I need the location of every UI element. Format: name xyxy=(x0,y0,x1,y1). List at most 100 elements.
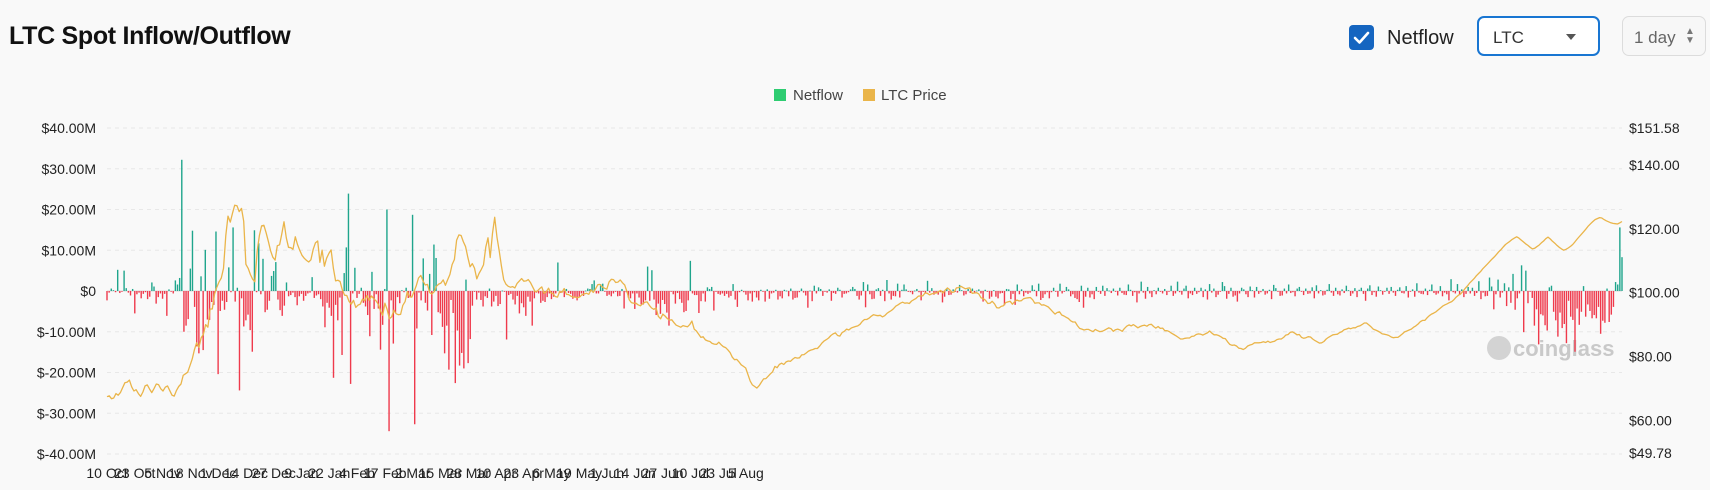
netflow-bar xyxy=(1552,291,1555,312)
legend-label-ltc-price: LTC Price xyxy=(881,87,947,104)
netflow-bar xyxy=(569,291,572,294)
netflow-bar xyxy=(548,291,551,294)
netflow-bar xyxy=(1595,291,1598,319)
coin-select[interactable]: LTC xyxy=(1477,16,1600,56)
netflow-bar xyxy=(1582,286,1585,291)
x-tick-label: 10 Jul xyxy=(672,465,709,481)
netflow-bar xyxy=(1426,291,1429,296)
netflow-bar xyxy=(1187,291,1189,299)
netflow-bar xyxy=(1527,291,1529,304)
netflow-bar xyxy=(399,291,401,304)
netflow-bar xyxy=(198,291,200,354)
netflow-bar xyxy=(1164,288,1166,291)
netflow-bar xyxy=(768,291,771,299)
netflow-bar xyxy=(243,291,245,327)
netflow-bar xyxy=(225,291,228,303)
netflow-bar xyxy=(170,291,172,292)
netflow-bar xyxy=(1371,291,1373,296)
x-tick-label: 18 Nov xyxy=(168,465,212,481)
netflow-bar xyxy=(347,193,350,291)
netflow-bar xyxy=(1580,291,1583,312)
netflow-bar xyxy=(926,280,929,291)
netflow-bar xyxy=(352,291,354,294)
netflow-bar xyxy=(563,291,565,298)
netflow-bar xyxy=(809,290,811,292)
netflow-bar xyxy=(384,288,386,291)
netflow-bar xyxy=(751,291,754,302)
interval-select[interactable]: 1 day ▲ ▼ xyxy=(1622,16,1706,56)
netflow-bar xyxy=(420,291,422,301)
netflow-checkbox[interactable] xyxy=(1349,25,1374,50)
netflow-bar xyxy=(597,291,600,294)
netflow-checkbox-label[interactable]: Netflow xyxy=(1387,27,1454,49)
netflow-bar xyxy=(604,291,606,292)
netflow-bar xyxy=(1095,286,1098,291)
netflow-bar xyxy=(1082,291,1085,308)
netflow-bar xyxy=(215,231,217,291)
netflow-bar xyxy=(341,291,343,355)
netflow-bar xyxy=(1052,287,1055,291)
netflow-bar xyxy=(1097,291,1100,292)
netflow-bar xyxy=(486,291,489,298)
netflow-bar xyxy=(884,291,886,302)
netflow-bar xyxy=(1403,291,1405,294)
chart-controls: Netflow LTC 1 day ▲ ▼ xyxy=(0,14,1710,60)
netflow-bar xyxy=(1467,286,1469,291)
x-tick-label: 4 Feb xyxy=(339,465,375,481)
netflow-bar xyxy=(168,289,170,291)
netflow-bar xyxy=(704,291,707,302)
netflow-bar xyxy=(986,291,989,292)
netflow-bar xyxy=(181,159,183,291)
netflow-bar xyxy=(1497,279,1499,291)
netflow-bar xyxy=(1555,291,1557,321)
netflow-bar xyxy=(1061,291,1063,294)
netflow-bar xyxy=(1452,291,1454,293)
netflow-bar xyxy=(1044,291,1046,295)
netflow-bar xyxy=(743,291,745,293)
netflow-bar xyxy=(313,291,315,298)
netflow-bar xyxy=(262,258,264,291)
netflow-bar xyxy=(1570,291,1572,317)
netflow-bar xyxy=(411,214,414,291)
netflow-bar xyxy=(832,291,835,294)
netflow-bar xyxy=(728,291,730,298)
netflow-bar xyxy=(1559,291,1561,313)
netflow-bar xyxy=(1294,291,1296,297)
netflow-bar xyxy=(984,289,986,291)
netflow-bar xyxy=(138,291,140,293)
netflow-bar xyxy=(975,290,978,292)
netflow-bar xyxy=(1206,291,1209,300)
netflow-bar xyxy=(1102,285,1104,291)
netflow-bar xyxy=(890,291,892,300)
netflow-bar xyxy=(772,291,775,293)
netflow-bar xyxy=(1367,288,1369,291)
netflow-bar xyxy=(1503,283,1506,291)
netflow-bar xyxy=(134,291,136,314)
netflow-bar xyxy=(713,291,715,311)
netflow-bar xyxy=(1597,291,1600,307)
netflow-bar xyxy=(121,291,123,292)
netflow-bar xyxy=(849,289,852,291)
netflow-bar xyxy=(1414,291,1416,297)
netflow-bar xyxy=(1311,287,1313,291)
x-tick-label: 14 Dec xyxy=(224,465,268,481)
netflow-bar xyxy=(646,266,649,291)
netflow-bar xyxy=(358,291,360,294)
netflow-bar xyxy=(1149,291,1151,294)
netflow-bar xyxy=(1255,286,1258,291)
netflow-bar xyxy=(1375,291,1377,297)
netflow-bar xyxy=(608,291,610,295)
netflow-bar xyxy=(1465,291,1467,294)
netflow-bar xyxy=(1131,291,1134,296)
netflow-bar xyxy=(431,291,433,336)
netflow-bar xyxy=(249,291,251,331)
netflow-bar xyxy=(1035,291,1038,297)
netflow-bar xyxy=(1548,287,1551,291)
interval-select-value: 1 day xyxy=(1634,28,1676,47)
netflow-bar xyxy=(1488,277,1491,291)
netflow-bar xyxy=(1243,289,1245,291)
netflow-bar xyxy=(1200,287,1202,291)
netflow-bar xyxy=(1001,291,1004,294)
netflow-bar xyxy=(856,291,858,296)
netflow-bar xyxy=(864,291,867,308)
